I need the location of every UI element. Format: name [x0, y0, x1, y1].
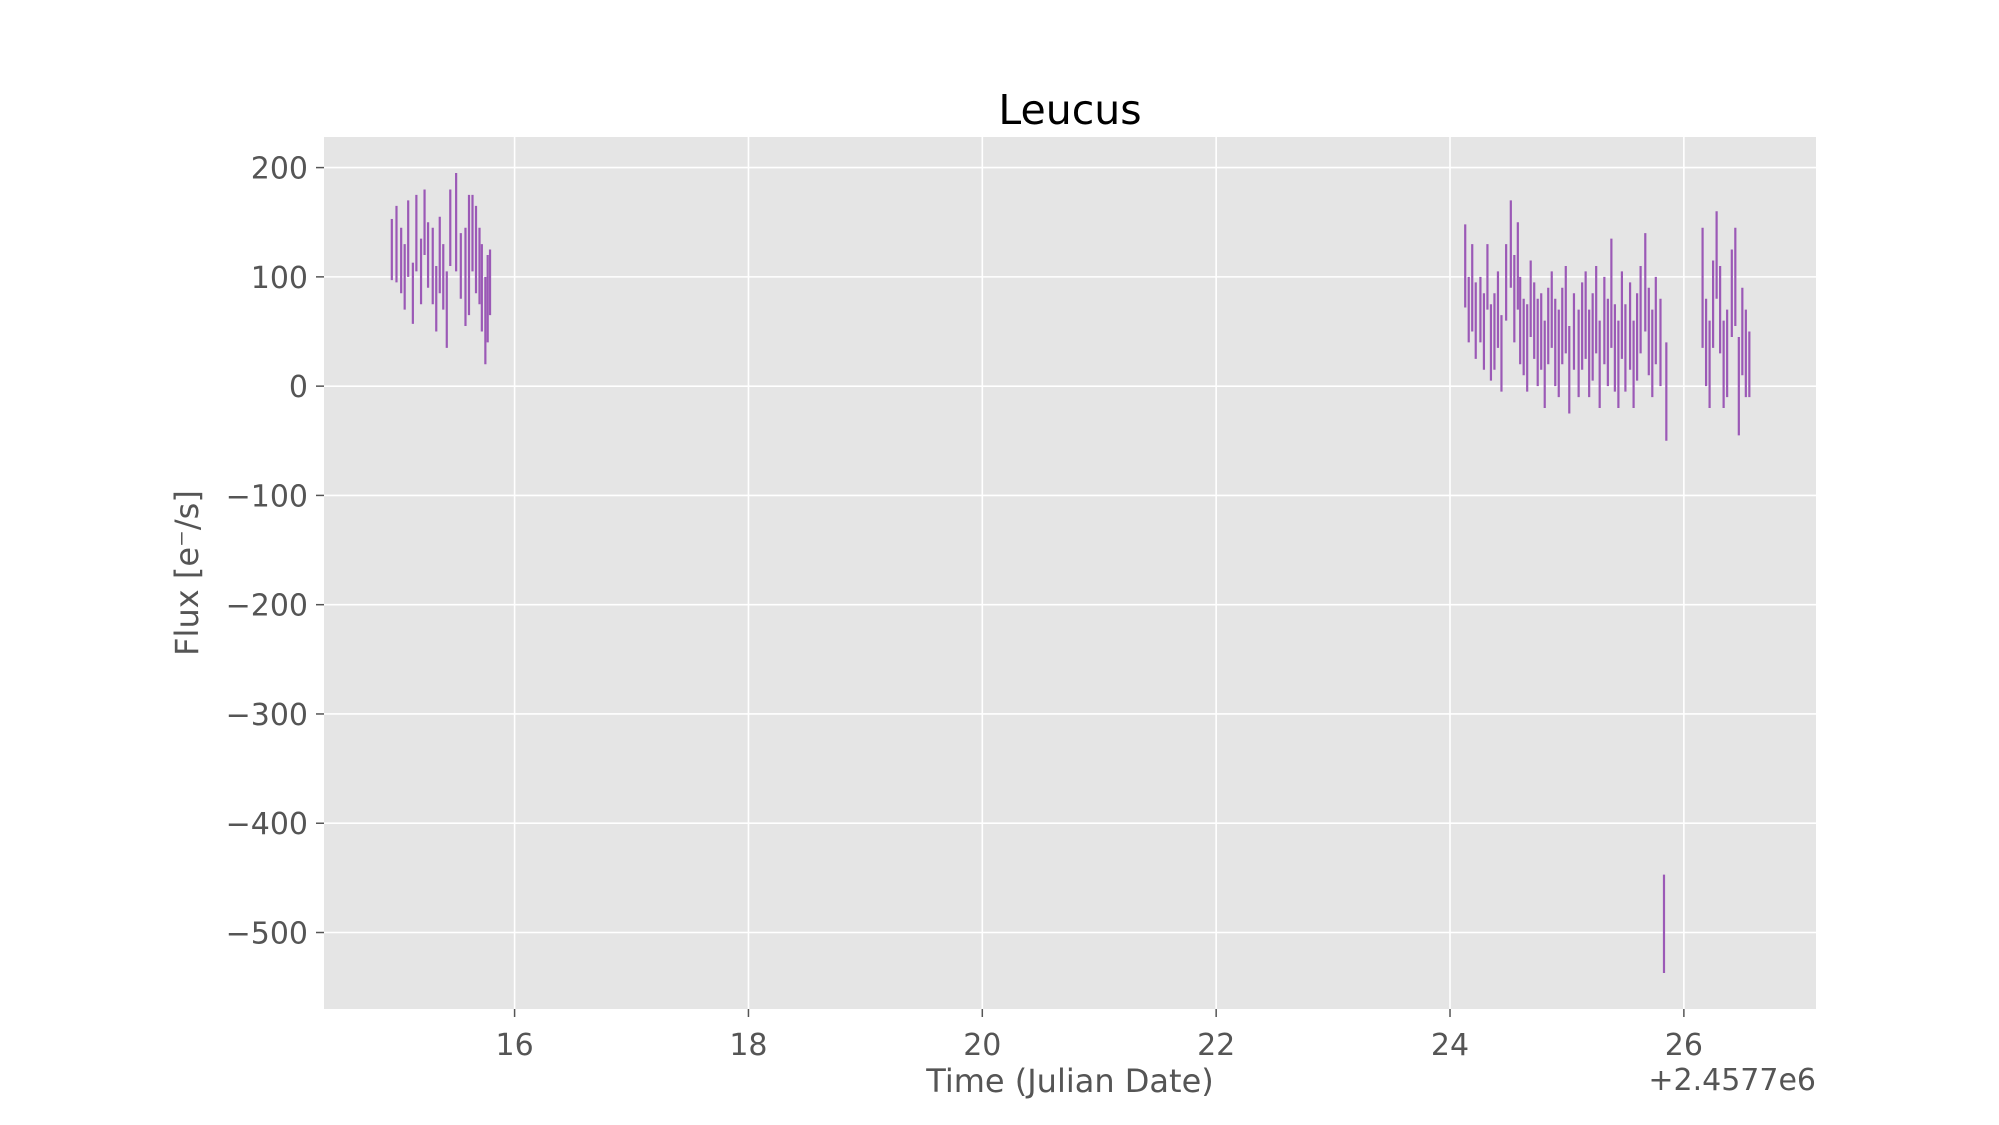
y-tick-label: 100: [251, 261, 308, 296]
x-tick-label: 18: [729, 1028, 767, 1063]
x-tick-label: 26: [1665, 1028, 1703, 1063]
y-axis-label: Flux [e⁻/s]: [168, 490, 206, 656]
y-tick-label: 0: [289, 370, 308, 405]
grid: [324, 137, 1816, 1009]
x-tick-label: 22: [1197, 1028, 1235, 1063]
x-offset-label: +2.4577e6: [1648, 1063, 1816, 1098]
chart-title: Leucus: [998, 86, 1141, 134]
y-tick-label: −100: [226, 479, 308, 514]
y-tick-label: −300: [226, 698, 308, 733]
x-tick-label: 24: [1431, 1028, 1469, 1063]
x-tick-label: 20: [963, 1028, 1001, 1063]
y-tick-label: −500: [226, 917, 308, 952]
data-marks: [390, 173, 1751, 973]
x-axis-label: Time (Julian Date): [925, 1062, 1214, 1100]
y-tick-label: 200: [251, 152, 308, 187]
tick-labels: 16 18 20 22 24 26 200 100 0 −100 −200 −300 −400 −500: [226, 152, 1703, 1063]
y-tick-label: −200: [226, 589, 308, 624]
x-tick-label: 16: [495, 1028, 533, 1063]
plot-background: [324, 137, 1816, 1009]
y-tick-label: −400: [226, 807, 308, 842]
